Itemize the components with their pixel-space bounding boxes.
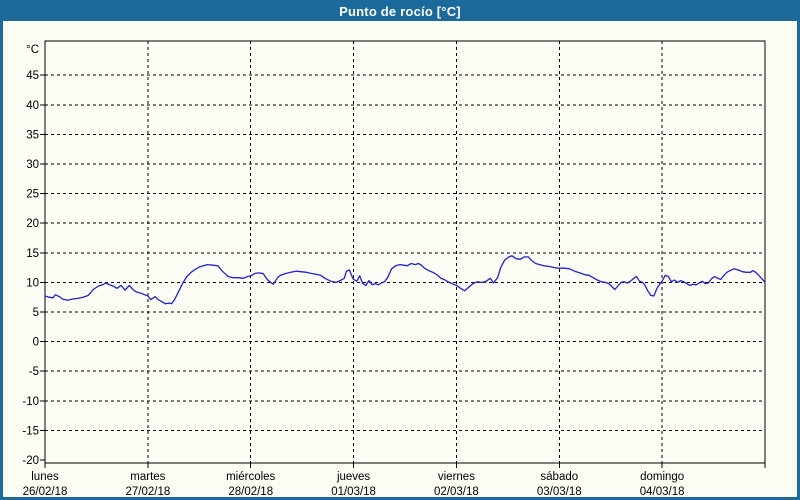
- svg-text:-5: -5: [29, 366, 39, 378]
- svg-text:10: 10: [26, 277, 39, 289]
- svg-text:15: 15: [26, 248, 39, 260]
- plot-frame: [44, 40, 766, 464]
- day-name-label: lunes: [31, 471, 59, 483]
- dew-point-chart: -20 -15 -10 -5 0 5 10 15 20 25 30 35 40 45 °C lunes 26/0…: [22, 40, 766, 498]
- svg-text:40: 40: [26, 100, 39, 112]
- axis-ticks: [40, 74, 766, 468]
- svg-text:30: 30: [26, 159, 39, 171]
- day-name-label: sábado: [540, 471, 578, 483]
- day-date-label: 03/03/18: [537, 486, 582, 498]
- dew-point-line: [44, 255, 766, 305]
- svg-text:25: 25: [26, 189, 39, 201]
- svg-text:35: 35: [26, 129, 39, 141]
- day-date-label: 04/03/18: [640, 486, 685, 498]
- day-date-label: 02/03/18: [434, 486, 479, 498]
- svg-text:20: 20: [26, 218, 39, 230]
- svg-text:-10: -10: [22, 396, 39, 408]
- day-name-label: jueves: [336, 471, 370, 483]
- svg-text:-20: -20: [22, 455, 39, 467]
- day-date-label: 27/02/18: [125, 486, 170, 498]
- day-name-label: viernes: [438, 471, 475, 483]
- y-axis-unit-label: °C: [26, 44, 39, 56]
- window-title: Punto de rocío [°C]: [339, 4, 461, 19]
- day-name-label: martes: [130, 471, 165, 483]
- day-name-label: domingo: [640, 471, 684, 483]
- day-name-label: miércoles: [226, 471, 275, 483]
- svg-text:0: 0: [33, 337, 39, 349]
- chart-grid: [45, 41, 765, 463]
- window-titlebar: Punto de rocío [°C]: [3, 3, 797, 21]
- day-date-label: 26/02/18: [23, 486, 68, 498]
- svg-text:5: 5: [33, 307, 39, 319]
- day-date-label: 28/02/18: [228, 486, 273, 498]
- x-axis-labels: lunes 26/02/18 martes 27/02/18 miércoles 28/0…: [23, 471, 685, 498]
- day-date-label: 01/03/18: [331, 486, 376, 498]
- svg-text:-15: -15: [22, 425, 39, 437]
- svg-text:45: 45: [26, 70, 39, 82]
- y-axis-labels: -20 -15 -10 -5 0 5 10 15 20 25 30 35 40 45: [22, 70, 39, 467]
